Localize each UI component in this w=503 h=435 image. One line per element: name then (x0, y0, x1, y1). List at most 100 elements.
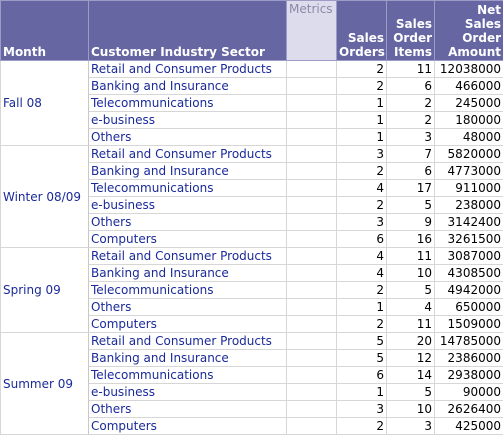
sales-orders-cell: 1 (337, 129, 387, 146)
sector-cell[interactable]: Computers (89, 316, 287, 333)
metrics-spacer-cell (287, 401, 337, 418)
sector-cell[interactable]: Computers (89, 418, 287, 435)
month-cell[interactable]: Spring 09 (1, 248, 89, 333)
sector-cell[interactable]: Others (89, 129, 287, 146)
net-sales-amount-cell: 466000 (435, 78, 503, 95)
sector-cell[interactable]: Retail and Consumer Products (89, 248, 287, 265)
net-sales-amount-cell: 4773000 (435, 163, 503, 180)
sales-order-items-cell: 5 (387, 384, 435, 401)
sector-cell[interactable]: Telecommunications (89, 367, 287, 384)
sector-cell[interactable]: Retail and Consumer Products (89, 146, 287, 163)
month-cell[interactable]: Summer 09 (1, 333, 89, 435)
sector-cell[interactable]: Telecommunications (89, 95, 287, 112)
metrics-spacer-cell (287, 333, 337, 350)
sector-cell[interactable]: Telecommunications (89, 282, 287, 299)
month-cell[interactable]: Fall 08 (1, 61, 89, 146)
metrics-spacer-cell (287, 197, 337, 214)
metrics-spacer-cell (287, 112, 337, 129)
metrics-spacer-cell (287, 95, 337, 112)
sector-cell[interactable]: Retail and Consumer Products (89, 333, 287, 350)
net-sales-amount-cell: 3261500 (435, 231, 503, 248)
sector-cell[interactable]: e-business (89, 384, 287, 401)
sales-order-items-cell: 16 (387, 231, 435, 248)
header-month[interactable]: Month (1, 1, 89, 61)
sales-order-items-cell: 2 (387, 112, 435, 129)
metrics-spacer-cell (287, 180, 337, 197)
sales-orders-cell: 2 (337, 78, 387, 95)
sector-cell[interactable]: Telecommunications (89, 180, 287, 197)
sales-orders-cell: 3 (337, 146, 387, 163)
net-sales-amount-cell: 3087000 (435, 248, 503, 265)
sales-order-items-cell: 6 (387, 78, 435, 95)
sales-order-items-cell: 2 (387, 95, 435, 112)
sector-cell[interactable]: Retail and Consumer Products (89, 61, 287, 78)
sales-orders-cell: 4 (337, 180, 387, 197)
sales-order-items-cell: 4 (387, 299, 435, 316)
metrics-spacer-cell (287, 129, 337, 146)
sales-order-items-cell: 17 (387, 180, 435, 197)
sales-order-items-cell: 6 (387, 163, 435, 180)
net-sales-amount-cell: 48000 (435, 129, 503, 146)
net-sales-amount-cell: 2938000 (435, 367, 503, 384)
sales-orders-cell: 1 (337, 384, 387, 401)
sales-order-items-cell: 5 (387, 282, 435, 299)
sales-orders-cell: 1 (337, 299, 387, 316)
sales-orders-cell: 1 (337, 95, 387, 112)
sales-order-items-cell: 11 (387, 248, 435, 265)
sales-order-items-cell: 3 (387, 418, 435, 435)
sector-cell[interactable]: Computers (89, 231, 287, 248)
metrics-spacer-cell (287, 163, 337, 180)
sales-order-items-cell: 9 (387, 214, 435, 231)
metrics-spacer-cell (287, 299, 337, 316)
metrics-spacer-cell (287, 316, 337, 333)
sector-cell[interactable]: e-business (89, 112, 287, 129)
metrics-spacer-cell (287, 350, 337, 367)
net-sales-amount-cell: 425000 (435, 418, 503, 435)
header-metrics[interactable]: Metrics (287, 1, 337, 61)
sales-order-items-cell: 10 (387, 265, 435, 282)
net-sales-amount-cell: 245000 (435, 95, 503, 112)
metrics-spacer-cell (287, 231, 337, 248)
sales-order-items-cell: 10 (387, 401, 435, 418)
net-sales-amount-cell: 2386000 (435, 350, 503, 367)
net-sales-amount-cell: 911000 (435, 180, 503, 197)
sector-cell[interactable]: Others (89, 299, 287, 316)
sales-orders-cell: 2 (337, 163, 387, 180)
sector-cell[interactable]: Banking and Insurance (89, 350, 287, 367)
net-sales-amount-cell: 238000 (435, 197, 503, 214)
sector-cell[interactable]: Others (89, 214, 287, 231)
sales-orders-cell: 5 (337, 350, 387, 367)
sector-cell[interactable]: Banking and Insurance (89, 163, 287, 180)
sales-orders-cell: 2 (337, 418, 387, 435)
sales-orders-cell: 2 (337, 61, 387, 78)
net-sales-amount-cell: 180000 (435, 112, 503, 129)
sales-orders-cell: 4 (337, 248, 387, 265)
sector-cell[interactable]: Banking and Insurance (89, 265, 287, 282)
sector-cell[interactable]: e-business (89, 197, 287, 214)
header-customer-industry-sector[interactable]: Customer Industry Sector (89, 1, 287, 61)
net-sales-amount-cell: 2626400 (435, 401, 503, 418)
metrics-spacer-cell (287, 418, 337, 435)
metrics-spacer-cell (287, 282, 337, 299)
sector-cell[interactable]: Banking and Insurance (89, 78, 287, 95)
sales-order-items-cell: 14 (387, 367, 435, 384)
sales-orders-cell: 6 (337, 367, 387, 384)
net-sales-amount-cell: 3142400 (435, 214, 503, 231)
metrics-spacer-cell (287, 248, 337, 265)
sector-cell[interactable]: Others (89, 401, 287, 418)
sales-order-items-cell: 20 (387, 333, 435, 350)
sales-orders-cell: 3 (337, 401, 387, 418)
sales-order-items-cell: 11 (387, 61, 435, 78)
metrics-spacer-cell (287, 61, 337, 78)
sales-orders-cell: 4 (337, 265, 387, 282)
month-cell[interactable]: Winter 08/09 (1, 146, 89, 248)
metrics-spacer-cell (287, 214, 337, 231)
net-sales-amount-cell: 650000 (435, 299, 503, 316)
